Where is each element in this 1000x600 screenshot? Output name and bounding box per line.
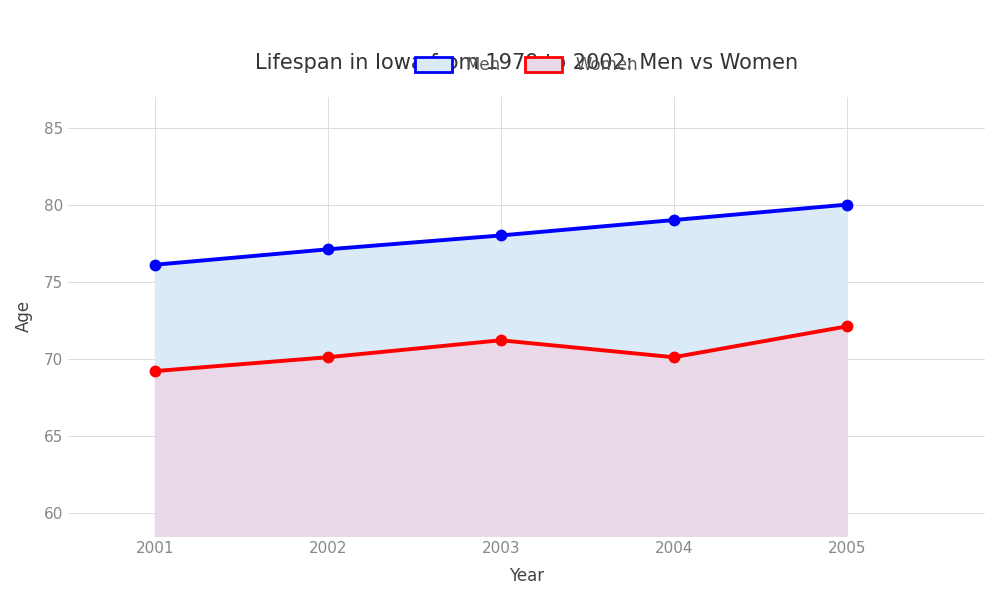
Legend: Men, Women: Men, Women — [407, 48, 646, 83]
Title: Lifespan in Iowa from 1979 to 2002: Men vs Women: Lifespan in Iowa from 1979 to 2002: Men … — [255, 53, 798, 73]
Y-axis label: Age: Age — [15, 301, 33, 332]
X-axis label: Year: Year — [509, 567, 544, 585]
